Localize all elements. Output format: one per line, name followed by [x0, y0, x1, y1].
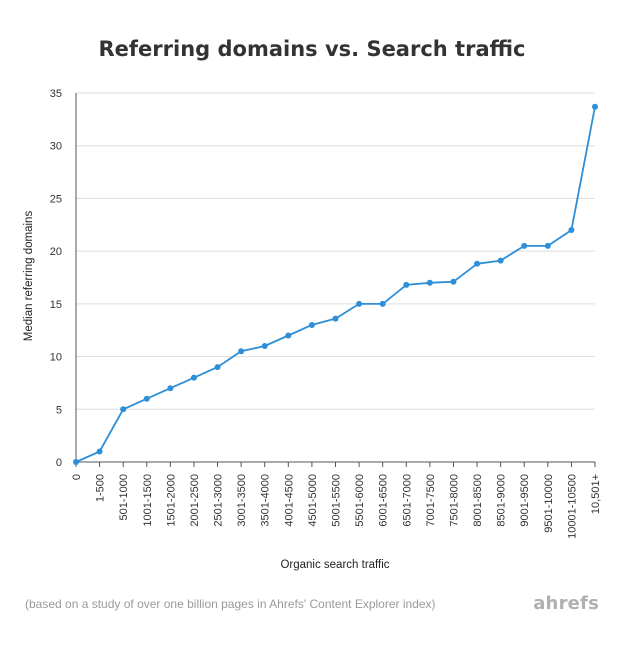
x-tick-label: 10001-10500	[566, 474, 578, 539]
x-tick-label: 3001-3500	[236, 474, 248, 527]
x-tick-labels: 0 1-500 501-1000 1001-1500 1501-2000 2001-250…	[71, 474, 602, 539]
y-tick-label: 0	[56, 457, 62, 469]
data-point	[379, 300, 386, 307]
data-point	[592, 103, 598, 110]
x-tick-label: 2501-3000	[213, 474, 225, 527]
x-tick-label: 6001-6500	[378, 474, 390, 527]
x-tick-label: 501-1000	[118, 474, 130, 521]
y-tick-label: 20	[50, 246, 62, 258]
x-tick-label: 4501-5000	[307, 474, 319, 527]
x-tick-label: 5501-6000	[354, 474, 366, 527]
x-tick-label: 1501-2000	[165, 474, 177, 527]
data-point	[403, 281, 410, 288]
x-tick-label: 2001-2500	[189, 474, 201, 527]
y-tick-label: 10	[50, 352, 62, 364]
x-tick-label: 9001-9500	[519, 474, 531, 527]
x-tick-label: 0	[71, 474, 83, 480]
x-axis-title: Organic search traffic	[280, 559, 389, 571]
y-axis-title: Median referring domains	[23, 211, 35, 342]
x-tick-label: 10,501+	[590, 474, 602, 514]
series-points	[73, 103, 598, 465]
y-tick-label: 25	[50, 193, 62, 205]
series-line	[75, 106, 596, 463]
axes	[75, 93, 596, 467]
data-point	[356, 300, 363, 307]
x-tick-label: 7501-8000	[448, 474, 460, 527]
x-tick-label: 1001-1500	[142, 474, 154, 527]
x-tick-label: 8501-9000	[496, 474, 508, 527]
series-line-path	[75, 106, 596, 463]
brand-logo: ahrefs	[533, 593, 599, 614]
x-tick-label: 1-500	[95, 474, 107, 502]
chart-title: Referring domains vs. Search traffic	[98, 37, 526, 61]
data-point	[497, 257, 504, 264]
x-tick-label: 5001-5500	[331, 474, 343, 527]
x-tick-label: 9501-10000	[543, 474, 555, 533]
y-tick-label: 35	[50, 88, 62, 100]
gridlines	[76, 92, 595, 410]
data-point	[474, 260, 481, 267]
data-point	[285, 332, 292, 339]
data-point	[120, 406, 127, 413]
data-point	[214, 364, 221, 371]
data-point	[308, 321, 315, 328]
data-point	[190, 374, 197, 381]
x-tick-label: 7001-7500	[425, 474, 437, 527]
data-point	[73, 459, 79, 465]
data-point	[261, 343, 268, 350]
data-point	[143, 395, 150, 402]
x-tick-label: 4001-4500	[283, 474, 295, 527]
data-point	[332, 315, 339, 322]
data-point	[544, 242, 551, 249]
data-point	[167, 385, 174, 392]
data-point	[238, 348, 245, 355]
y-tick-labels: 0 5 10 15 20 25 30 35	[50, 88, 62, 469]
y-tick-label: 15	[50, 299, 62, 311]
x-tick-label: 6501-7000	[401, 474, 413, 527]
x-tick-label: 8001-8500	[472, 474, 484, 527]
data-point	[426, 279, 433, 286]
data-point	[450, 278, 457, 285]
data-point	[568, 227, 575, 234]
x-tick-label: 3501-4000	[260, 474, 272, 527]
data-point	[96, 448, 103, 455]
y-tick-label: 30	[50, 141, 62, 153]
data-point	[521, 242, 528, 249]
y-tick-label: 5	[56, 404, 62, 416]
footnote: (based on a study of over one billion pa…	[25, 597, 436, 611]
